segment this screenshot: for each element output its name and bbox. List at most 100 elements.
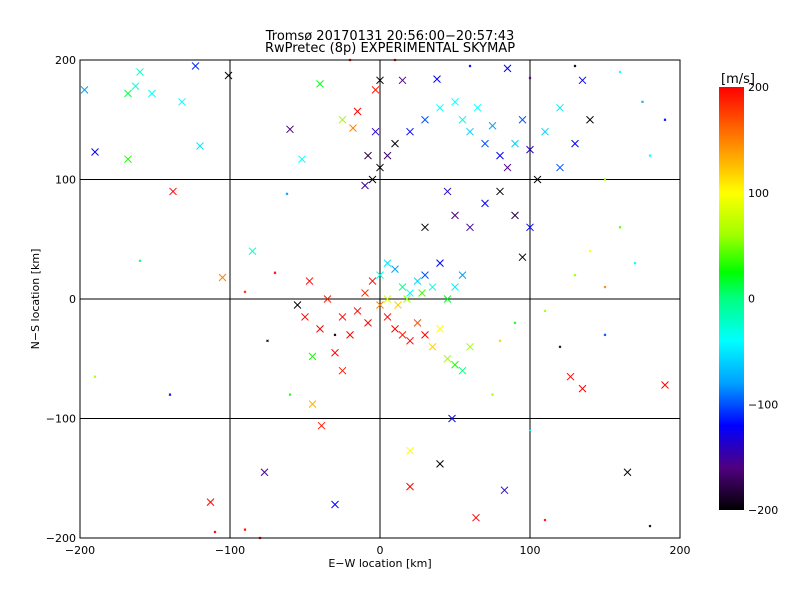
colorbar [719, 87, 744, 510]
cross-stroke [466, 223, 474, 232]
data-point-cross [556, 163, 564, 172]
cross-stroke [243, 528, 247, 531]
data-point-cross [323, 295, 332, 303]
cross-stroke [443, 187, 452, 196]
cross-stroke [473, 103, 482, 112]
data-point-cross [346, 330, 354, 339]
data-point-cross [436, 460, 444, 468]
data-point-cross [406, 289, 414, 297]
colorbar-tick-label: −100 [748, 398, 778, 411]
cross-stroke [578, 384, 587, 393]
data-point-cross [623, 468, 632, 477]
data-point-cross [383, 151, 392, 160]
cross-stroke [286, 125, 294, 134]
cross-stroke [428, 342, 437, 351]
data-point-cross [466, 342, 474, 351]
data-point-cross [383, 295, 392, 303]
data-point-dot [558, 345, 562, 349]
data-point-dot [266, 339, 269, 343]
data-point-cross [376, 163, 384, 172]
cross-stroke [556, 163, 564, 172]
data-point-dot [603, 285, 607, 289]
data-point-cross [511, 139, 519, 148]
data-point-cross [418, 289, 426, 297]
data-point-cross [196, 142, 204, 150]
cross-stroke [421, 223, 429, 232]
data-point-cross [391, 325, 399, 333]
data-point-cross [481, 139, 489, 148]
data-point-cross [466, 223, 474, 232]
data-point-cross [451, 360, 459, 369]
cross-stroke [406, 446, 414, 455]
cross-stroke [500, 486, 509, 495]
data-point-cross [383, 313, 392, 321]
cross-stroke [413, 277, 422, 285]
cross-stroke [526, 223, 534, 232]
data-point-cross [436, 259, 444, 268]
cross-stroke [466, 127, 474, 136]
data-point-dot [543, 309, 547, 313]
data-point-cross [248, 247, 257, 256]
data-point-cross [526, 223, 534, 232]
cross-stroke [586, 115, 594, 124]
cross-stroke [301, 313, 309, 321]
data-point-cross [331, 348, 339, 357]
data-point-cross [353, 107, 362, 116]
cross-stroke [368, 175, 377, 184]
cross-stroke [648, 154, 652, 157]
data-point-cross [136, 68, 144, 76]
colorbar-tick-label: −200 [748, 504, 778, 517]
data-point-dot [603, 178, 607, 181]
cross-stroke [503, 163, 512, 172]
data-point-cross [500, 486, 509, 495]
cross-stroke [371, 127, 380, 136]
y-tick-label: 0 [69, 293, 76, 306]
data-point-cross [361, 289, 369, 297]
data-point-dot [588, 249, 592, 253]
cross-stroke [488, 121, 497, 130]
cross-stroke [136, 68, 144, 76]
cross-stroke [260, 468, 269, 477]
data-point-dot [528, 429, 532, 432]
cross-stroke [491, 393, 494, 396]
data-point-cross [503, 64, 512, 73]
data-point-cross [398, 330, 407, 339]
chart-title: Tromsø 20170131 20:56:00−20:57:43 [265, 29, 515, 44]
cross-stroke [458, 115, 467, 124]
cross-stroke [466, 342, 474, 351]
cross-stroke [588, 249, 592, 253]
data-point-dot [93, 375, 97, 379]
data-point-cross [368, 277, 377, 285]
cross-stroke [376, 301, 384, 309]
cross-stroke [316, 325, 324, 333]
x-tick-label: 200 [670, 544, 691, 557]
cross-stroke [224, 71, 233, 80]
colorbar-tick-label: 200 [748, 81, 769, 94]
data-point-cross [316, 80, 324, 88]
data-point-cross [131, 82, 140, 91]
data-point-cross [466, 127, 474, 136]
cross-stroke [458, 271, 467, 279]
data-point-cross [413, 277, 422, 285]
data-point-cross [394, 301, 402, 309]
data-point-cross [353, 307, 362, 315]
cross-stroke [661, 381, 669, 389]
data-point-cross [371, 127, 380, 136]
data-point-cross [451, 283, 459, 291]
x-tick-label: −100 [215, 544, 245, 557]
cross-stroke [331, 500, 339, 509]
cross-stroke [349, 124, 357, 132]
cross-stroke [191, 62, 200, 70]
cross-stroke [148, 89, 156, 98]
data-point-cross [191, 62, 200, 70]
cross-stroke [618, 225, 622, 229]
cross-stroke [573, 273, 577, 277]
cross-stroke [178, 97, 186, 106]
cross-stroke [383, 295, 392, 303]
cross-stroke [364, 151, 372, 160]
cross-stroke [376, 76, 384, 85]
cross-stroke [308, 400, 317, 409]
cross-stroke [376, 163, 384, 172]
data-point-cross [286, 125, 294, 134]
